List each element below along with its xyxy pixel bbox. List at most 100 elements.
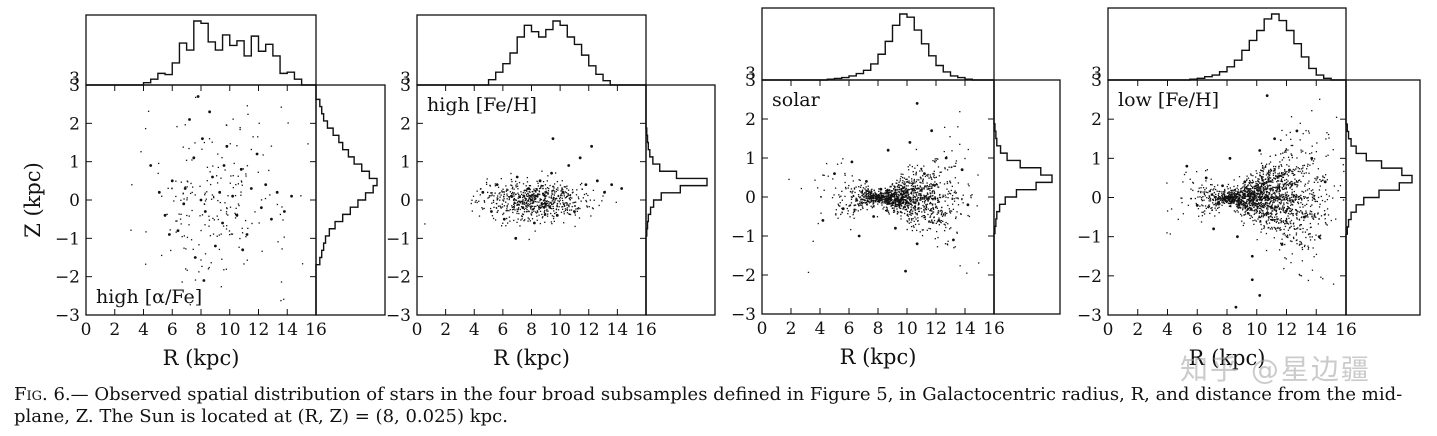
scatter-mark	[911, 182, 913, 185]
scatter-mark	[1203, 199, 1205, 201]
scatter-mark	[543, 214, 546, 216]
scatter-mark	[887, 191, 889, 193]
scatter-mark	[1262, 203, 1264, 205]
scatter-mark	[1292, 236, 1295, 238]
scatter-mark	[1267, 206, 1269, 208]
scatter-mark	[509, 209, 511, 211]
scatter-mark	[1271, 228, 1273, 230]
scatter-mark	[547, 192, 549, 194]
scatter-mark	[864, 188, 866, 190]
scatter-mark	[540, 184, 542, 187]
scatter-mark	[145, 231, 147, 233]
scatter-mark	[571, 197, 573, 199]
scatter-mark	[943, 213, 945, 215]
scatter-mark	[534, 230, 536, 232]
scatter-mark	[546, 187, 549, 189]
scatter-mark	[937, 199, 939, 201]
scatter-mark	[860, 184, 862, 187]
scatter-mark	[903, 205, 905, 208]
scatter-mark	[919, 170, 921, 172]
scatter-mark	[895, 194, 898, 196]
scatter-mark	[1208, 195, 1211, 197]
scatter-mark	[1264, 185, 1266, 188]
scatter-mark	[869, 197, 871, 199]
scatter-mark	[893, 193, 895, 195]
x-tick-label: 0	[1103, 320, 1114, 340]
scatter-mark	[907, 185, 909, 187]
scatter-mark	[1232, 197, 1234, 199]
scatter-mark	[1264, 195, 1266, 198]
scatter-mark	[226, 207, 228, 209]
scatter-mark	[933, 172, 935, 175]
scatter-mark	[1285, 217, 1288, 220]
scatter-mark	[517, 218, 519, 220]
scatter-mark	[525, 185, 527, 187]
scatter-mark	[1285, 221, 1287, 223]
scatter-mark	[1262, 179, 1264, 182]
scatter-mark	[531, 205, 534, 207]
scatter-mark	[1311, 204, 1313, 206]
scatter-mark	[915, 181, 918, 183]
scatter-mark	[893, 196, 895, 198]
scatter-mark	[529, 185, 532, 187]
scatter-mark	[1200, 221, 1203, 223]
scatter-mark	[911, 204, 913, 207]
scatter-mark	[550, 221, 553, 223]
scatter-mark	[1257, 193, 1259, 195]
scatter-mark	[1274, 192, 1276, 195]
scatter-mark	[1264, 166, 1267, 168]
scatter-mark	[161, 195, 163, 197]
scatter-mark	[1339, 185, 1342, 187]
scatter-mark	[1311, 269, 1314, 271]
scatter-mark	[862, 207, 864, 210]
scatter-mark	[1332, 283, 1335, 285]
scatter-mark	[931, 210, 933, 212]
scatter-mark	[911, 180, 913, 182]
scatter-mark	[1238, 202, 1240, 204]
scatter-mark	[1299, 228, 1301, 230]
scatter-mark	[500, 207, 502, 209]
scatter-mark	[1325, 193, 1328, 196]
scatter-mark	[1259, 198, 1261, 201]
scatter-mark	[541, 185, 543, 187]
scatter-mark	[858, 202, 861, 205]
scatter-mark	[1244, 190, 1246, 193]
scatter-mark	[913, 200, 915, 202]
scatter-mark	[942, 194, 944, 196]
scatter-mark	[580, 200, 582, 202]
scatter-mark	[1303, 172, 1305, 175]
scatter-mark	[1287, 229, 1290, 231]
scatter-mark	[553, 183, 556, 185]
scatter-mark	[212, 165, 214, 167]
scatter-mark	[544, 192, 546, 194]
scatter-mark	[1287, 156, 1290, 158]
scatter-mark	[539, 198, 541, 200]
scatter-mark	[835, 213, 837, 215]
y-tick-label: −2	[731, 266, 756, 286]
scatter-mark	[1294, 183, 1296, 186]
scatter-mark	[1256, 210, 1258, 212]
scatter-mark	[1249, 195, 1251, 197]
scatter-mark	[576, 189, 578, 191]
scatter-mark	[1213, 186, 1216, 188]
scatter-mark	[553, 210, 555, 212]
scatter-point	[1250, 278, 1254, 282]
scatter-mark	[531, 197, 534, 199]
scatter-mark	[852, 213, 854, 216]
scatter-mark	[1288, 159, 1291, 161]
scatter-mark	[1231, 197, 1233, 199]
y-tick-label: 3	[69, 76, 80, 96]
scatter-mark	[1283, 206, 1285, 209]
scatter-mark	[870, 193, 872, 195]
scatter-mark	[573, 201, 575, 204]
scatter-mark	[918, 193, 921, 195]
scatter-mark	[1260, 231, 1262, 233]
y-tick-label: 0	[400, 191, 411, 211]
scatter-mark	[224, 202, 226, 204]
scatter-mark	[283, 236, 285, 238]
scatter-mark	[1250, 194, 1252, 196]
scatter-mark	[1213, 204, 1215, 206]
scatter-mark	[1282, 172, 1284, 174]
scatter-mark	[1300, 181, 1302, 183]
scatter-mark	[1270, 208, 1272, 210]
